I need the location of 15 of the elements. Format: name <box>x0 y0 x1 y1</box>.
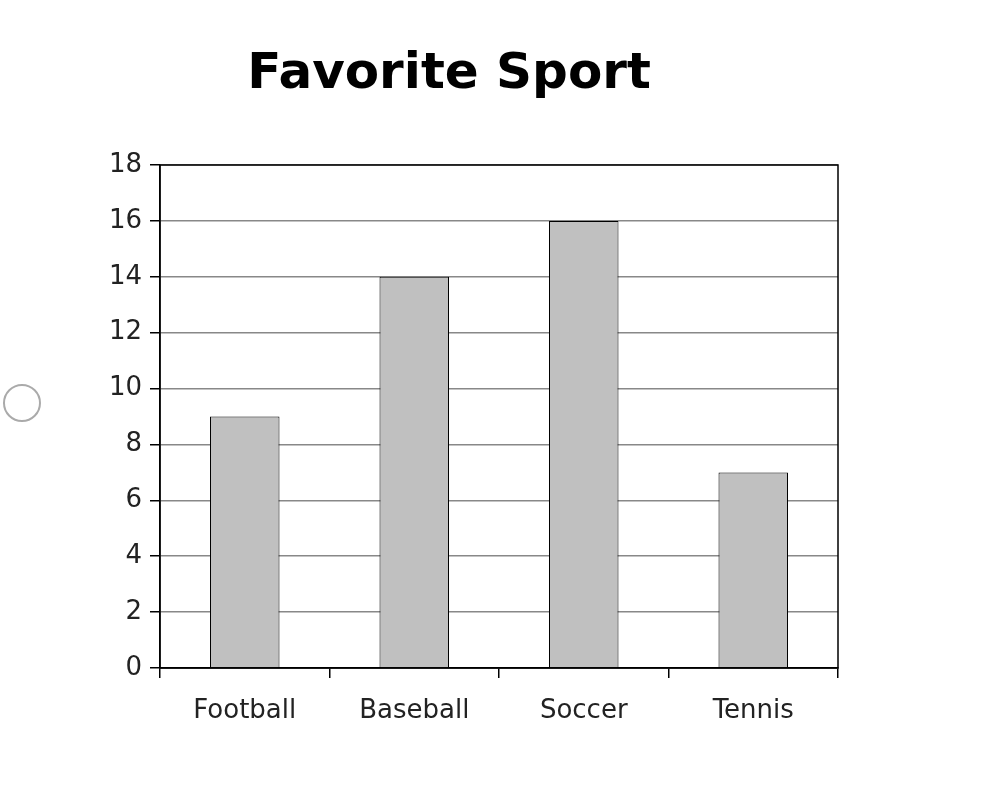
y-tick-label: 16 <box>108 203 142 234</box>
y-tick-label: 0 <box>125 650 142 681</box>
y-tick-label: 14 <box>108 259 142 290</box>
y-tick-label: 12 <box>108 315 142 346</box>
x-tick-label: Football <box>193 694 297 725</box>
y-tick-label: 4 <box>125 538 142 569</box>
chart-title: Favorite Sport <box>247 41 651 100</box>
x-tick-label: Tennis <box>711 694 794 725</box>
x-tick-label: Soccer <box>539 694 628 725</box>
y-tick-label: 10 <box>108 371 142 402</box>
y-tick-label: 2 <box>125 594 142 625</box>
y-tick-label: 18 <box>108 147 142 178</box>
x-tick-label: Baseball <box>359 694 470 725</box>
y-tick-label: 6 <box>125 483 142 514</box>
y-tick-label: 8 <box>125 427 142 458</box>
